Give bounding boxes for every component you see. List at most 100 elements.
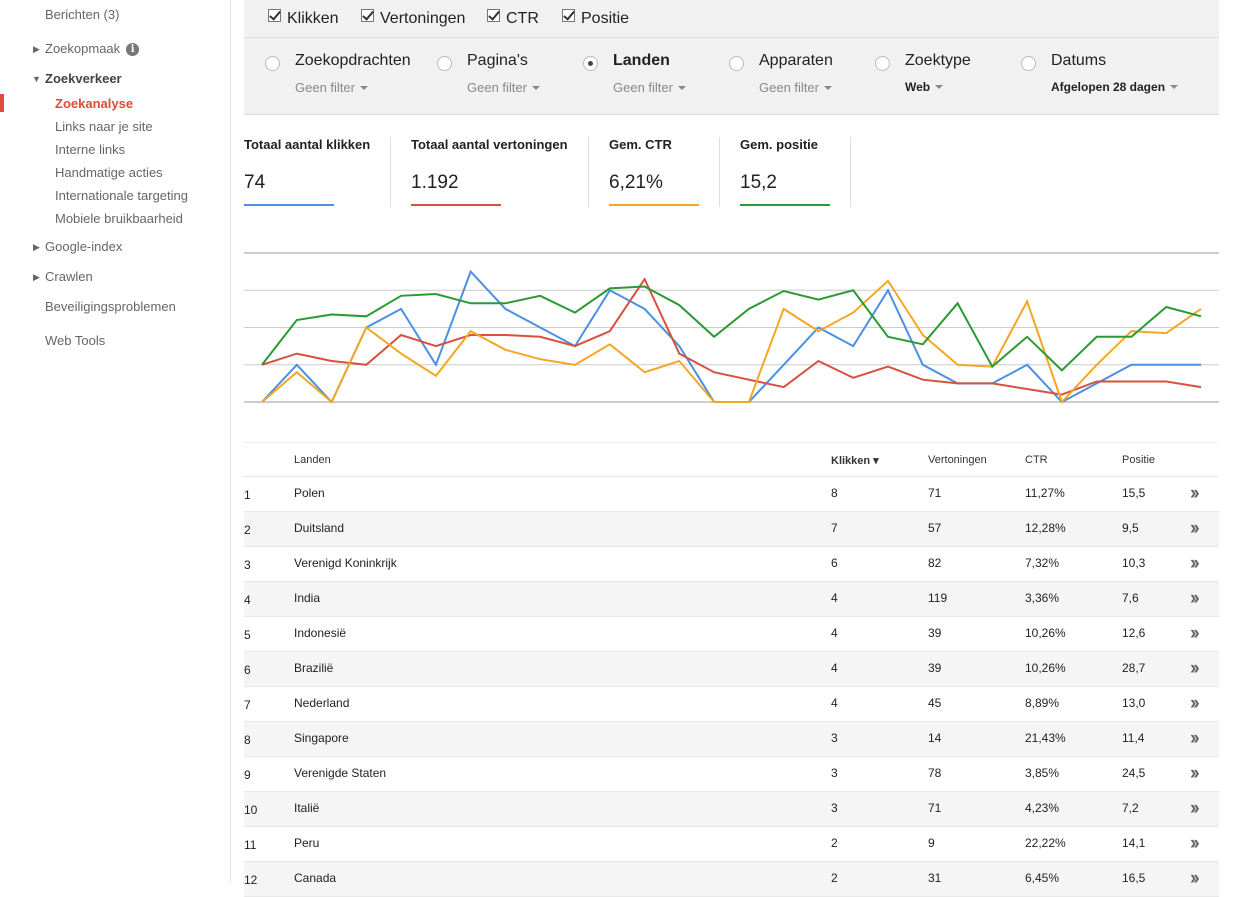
table-row[interactable]: 11 Peru 2 9 22,22% 14,1 ››	[244, 827, 1219, 862]
row-details-chevron-icon[interactable]: ››	[1190, 518, 1200, 539]
radio-icon[interactable]	[265, 56, 280, 71]
dimension-filter-label[interactable]: Geen filter	[759, 80, 819, 95]
table-row[interactable]: 10 Italië 3 71 4,23% 7,2 ››	[244, 792, 1219, 827]
radio-icon[interactable]	[1021, 56, 1036, 71]
checkbox-label[interactable]: Positie	[581, 10, 630, 27]
dimension-label[interactable]: Apparaten	[759, 52, 833, 69]
dropdown-arrow-icon[interactable]	[677, 86, 686, 90]
dimension-filter-dropdown[interactable]: Afgelopen 28 dagen	[1051, 80, 1179, 94]
row-details-chevron-icon[interactable]: ››	[1190, 693, 1200, 714]
nav-berichten[interactable]: Berichten (3)	[45, 7, 120, 22]
dimension-label[interactable]: Landen	[613, 52, 670, 69]
table-row[interactable]: 3 Verenigd Koninkrijk 6 82 7,32% 10,3 ››	[244, 547, 1219, 582]
row-details-chevron-icon[interactable]: ››	[1190, 833, 1200, 854]
dimension-filter-label[interactable]: Afgelopen 28 dagen	[1051, 80, 1166, 94]
table-row[interactable]: 5 Indonesië 4 39 10,26% 12,6 ››	[244, 617, 1219, 652]
header-landen[interactable]: Landen	[294, 454, 331, 466]
row-details-chevron-icon[interactable]: ››	[1190, 658, 1200, 679]
dropdown-arrow-icon[interactable]	[1170, 85, 1179, 89]
chart-series-line-1[interactable]	[261, 277, 1202, 396]
row-details-chevron-icon[interactable]: ››	[1190, 868, 1200, 889]
nav-zoekopmaak-label[interactable]: Zoekopmaak	[45, 41, 121, 56]
nav-handmatige-acties[interactable]: Handmatige acties	[55, 165, 163, 180]
checkbox-positie[interactable]: Positie	[562, 9, 629, 29]
caret-down-icon[interactable]: ▼	[32, 74, 41, 84]
radio-icon[interactable]	[437, 56, 452, 71]
table-row[interactable]: 2 Duitsland 7 57 12,28% 9,5 ››	[244, 512, 1219, 547]
nav-internationale-targeting[interactable]: Internationale targeting	[55, 188, 188, 203]
dimension-filter-dropdown[interactable]: Web	[905, 80, 944, 94]
dimension-label[interactable]: Zoekopdrachten	[295, 52, 411, 69]
metric-vertoningen[interactable]: Totaal aantal vertoningen 1.192	[411, 137, 568, 207]
nav-zoekanalyse[interactable]: Zoekanalyse	[55, 96, 134, 111]
dimension-filter-label[interactable]: Geen filter	[613, 80, 673, 95]
dimension-filter-dropdown[interactable]: Geen filter	[759, 80, 832, 95]
checkbox-checked-icon[interactable]	[361, 9, 374, 22]
nav-google-index[interactable]: Google-index	[45, 239, 123, 254]
chart-series-line-0[interactable]	[261, 269, 1201, 404]
dimension-label[interactable]: Datums	[1051, 52, 1107, 69]
dropdown-arrow-icon[interactable]	[823, 86, 832, 90]
dropdown-arrow-icon[interactable]	[935, 85, 944, 89]
row-details-chevron-icon[interactable]: ››	[1190, 553, 1200, 574]
header-klikken-sorted[interactable]: Klikken ▾	[831, 455, 879, 467]
checkbox-label[interactable]: Klikken	[287, 10, 339, 27]
header-vertoningen[interactable]: Vertoningen	[928, 454, 987, 466]
radio-selected-icon[interactable]	[583, 56, 598, 71]
nav-crawlen[interactable]: Crawlen	[45, 269, 93, 284]
dimension-filter-dropdown[interactable]: Geen filter	[467, 80, 540, 95]
checkbox-checked-icon[interactable]	[487, 9, 500, 22]
checkbox-label[interactable]: CTR	[506, 10, 539, 27]
dimension-filter-dropdown[interactable]: Geen filter	[295, 80, 368, 95]
nav-beveiligingsproblemen[interactable]: Beveiligingsproblemen	[45, 299, 176, 314]
table-row[interactable]: 4 India 4 119 3,36% 7,6 ››	[244, 582, 1219, 617]
row-details-chevron-icon[interactable]: ››	[1190, 798, 1200, 819]
metric-klikken[interactable]: Totaal aantal klikken 74	[244, 137, 370, 207]
nav-links-naar-je-site[interactable]: Links naar je site	[55, 119, 153, 134]
table-row[interactable]: 8 Singapore 3 14 21,43% 11,4 ››	[244, 722, 1219, 757]
header-ctr[interactable]: CTR	[1025, 454, 1048, 466]
chart-series-line-3[interactable]	[261, 285, 1202, 372]
dimension-filter-label[interactable]: Web	[905, 80, 931, 94]
table-body: 1 Polen 8 71 11,27% 15,5 ›› 2 Duitsland 7 57 12,28%…	[244, 477, 1219, 897]
dimension-label[interactable]: Zoektype	[905, 52, 971, 69]
table-row[interactable]: 7 Nederland 4 45 8,89% 13,0 ››	[244, 687, 1219, 722]
info-icon[interactable]: i	[126, 43, 140, 57]
checkbox-klikken[interactable]: Klikken	[268, 9, 339, 29]
dropdown-arrow-icon[interactable]	[359, 86, 368, 90]
caret-right-icon[interactable]: ▶	[33, 272, 40, 282]
row-details-chevron-icon[interactable]: ››	[1190, 728, 1200, 749]
dimension-filter-label[interactable]: Geen filter	[295, 80, 355, 95]
checkbox-label[interactable]: Vertoningen	[380, 10, 466, 27]
dropdown-arrow-icon[interactable]	[531, 86, 540, 90]
dimension-filter-label[interactable]: Geen filter	[467, 80, 527, 95]
metric-positie[interactable]: Gem. positie 15,2	[740, 137, 830, 207]
nav-interne-links[interactable]: Interne links	[55, 142, 126, 157]
radio-icon[interactable]	[875, 56, 890, 71]
checkbox-vertoningen[interactable]: Vertoningen	[361, 9, 465, 29]
chart-series-line-2[interactable]	[261, 279, 1202, 404]
nav-web-tools[interactable]: Web Tools	[45, 333, 106, 348]
row-details-chevron-icon[interactable]: ››	[1190, 763, 1200, 784]
dimension-label[interactable]: Pagina's	[467, 52, 528, 69]
performance-line-chart[interactable]	[244, 250, 1219, 410]
checkbox-ctr[interactable]: CTR	[487, 9, 539, 29]
table-row[interactable]: 6 Brazilië 4 39 10,26% 28,7 ››	[244, 652, 1219, 687]
caret-right-icon[interactable]: ▶	[33, 44, 40, 54]
row-details-chevron-icon[interactable]: ››	[1190, 588, 1200, 609]
row-details-chevron-icon[interactable]: ››	[1190, 623, 1200, 644]
nav-zoekopmaak[interactable]: Zoekopmaak i	[45, 41, 140, 57]
dimension-filter-dropdown[interactable]: Geen filter	[613, 80, 686, 95]
row-details-chevron-icon[interactable]: ››	[1190, 483, 1200, 504]
table-row[interactable]: 9 Verenigde Staten 3 78 3,85% 24,5 ››	[244, 757, 1219, 792]
caret-right-icon[interactable]: ▶	[33, 242, 40, 252]
header-positie[interactable]: Positie	[1122, 454, 1156, 466]
table-row[interactable]: 1 Polen 8 71 11,27% 15,5 ››	[244, 477, 1219, 512]
table-row[interactable]: 12 Canada 2 31 6,45% 16,5 ››	[244, 862, 1219, 897]
metric-ctr[interactable]: Gem. CTR 6,21%	[609, 137, 699, 207]
checkbox-checked-icon[interactable]	[562, 9, 575, 22]
nav-zoekverkeer[interactable]: Zoekverkeer	[45, 71, 122, 86]
nav-mobiele-bruikbaarheid[interactable]: Mobiele bruikbaarheid	[55, 211, 183, 226]
radio-icon[interactable]	[729, 56, 744, 71]
checkbox-checked-icon[interactable]	[268, 9, 281, 22]
